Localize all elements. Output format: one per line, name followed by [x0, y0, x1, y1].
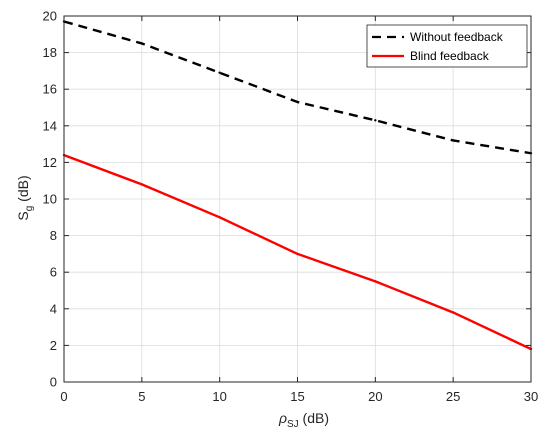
y-tick-label: 10 [43, 192, 57, 207]
y-axis-label-symbol: S [15, 211, 31, 220]
data-point-without-feedback [296, 100, 299, 104]
y-axis-label: Sg (dB) [15, 175, 35, 220]
x-axis-label-subscript: SJ [287, 419, 299, 430]
y-tick-label: 12 [43, 155, 57, 170]
data-point-without-feedback [218, 71, 221, 74]
y-tick-label: 18 [43, 45, 57, 60]
data-point-without-feedback [140, 42, 144, 45]
x-tick-label: 30 [524, 389, 538, 404]
x-axis: 0 5 10 15 20 25 30 [60, 16, 538, 404]
y-tick-label: 20 [43, 9, 57, 24]
data-point-blind-feedback [140, 183, 144, 186]
y-tick-label: 8 [50, 228, 57, 243]
data-point-blind-feedback [296, 252, 299, 256]
x-axis-label-symbol: ρ [278, 410, 287, 426]
y-tick-label: 14 [43, 118, 57, 133]
y-tick-label: 4 [50, 301, 57, 316]
y-tick-label: 2 [50, 338, 57, 353]
y-axis: 0 2 4 6 8 10 12 14 16 18 20 [43, 9, 531, 390]
y-tick-label: 6 [50, 265, 57, 280]
data-point-blind-feedback [451, 311, 455, 314]
x-tick-label: 20 [368, 389, 382, 404]
legend-label-blind-feedback: Blind feedback [410, 49, 490, 63]
data-point-without-feedback [374, 119, 377, 122]
data-point-without-feedback [451, 139, 455, 142]
x-tick-label: 25 [446, 389, 460, 404]
y-tick-label: 0 [50, 375, 57, 390]
series-layer [62, 20, 533, 351]
y-tick-label: 16 [43, 82, 57, 97]
x-tick-label: 0 [60, 389, 67, 404]
data-point-blind-feedback [374, 280, 377, 283]
data-point-blind-feedback [218, 216, 221, 219]
x-tick-label: 15 [290, 389, 304, 404]
legend-label-without-feedback: Without feedback [410, 30, 504, 44]
x-axis-label: ρSJ (dB) [278, 410, 329, 430]
y-axis-label-subscript: g [24, 206, 35, 212]
legend-box [366, 24, 528, 68]
legend: Without feedback Blind feedback [366, 24, 528, 68]
x-tick-label: 10 [212, 389, 226, 404]
x-axis-label-unit: (dB) [299, 410, 329, 426]
y-axis-label-unit: (dB) [15, 175, 31, 205]
x-tick-label: 5 [138, 389, 145, 404]
